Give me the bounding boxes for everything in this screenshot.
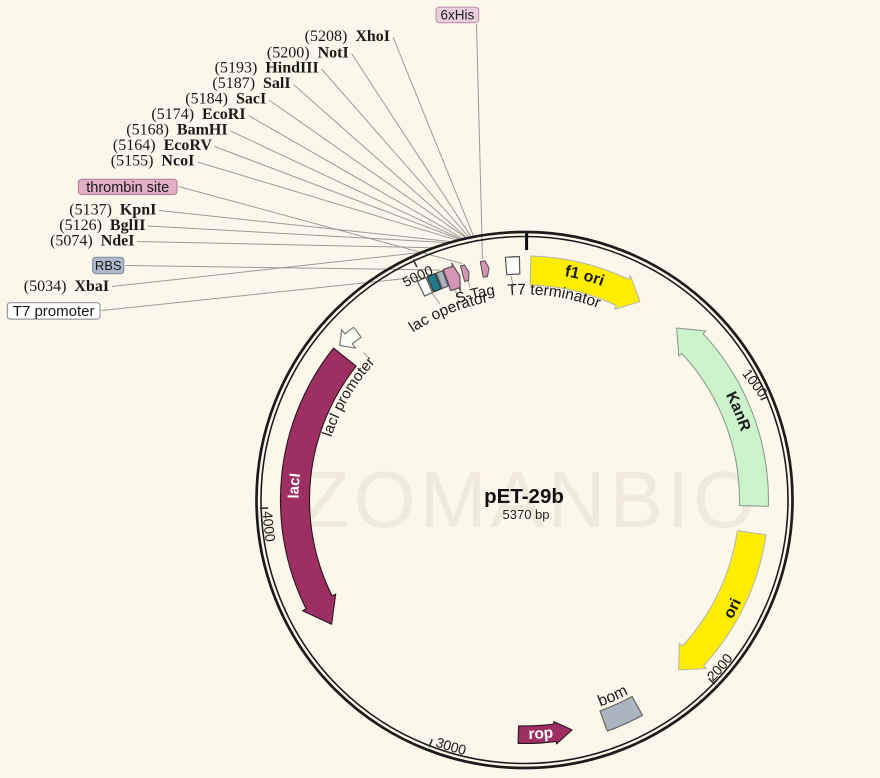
svg-text:RBS: RBS — [95, 258, 122, 273]
svg-text:(5126) BglII: (5126) BglII — [59, 217, 145, 234]
svg-text:(5168) BamHI: (5168) BamHI — [126, 122, 227, 139]
svg-text:(5208) XhoI: (5208) XhoI — [305, 28, 390, 45]
svg-text:rop: rop — [528, 724, 554, 743]
svg-text:(5200) NotI: (5200) NotI — [267, 44, 349, 61]
svg-text:(5155) NcoI: (5155) NcoI — [111, 153, 195, 170]
svg-text:T7 promoter: T7 promoter — [13, 303, 95, 320]
svg-text:ZOMANBIO: ZOMANBIO — [301, 455, 760, 544]
svg-text:thrombin site: thrombin site — [86, 180, 169, 196]
svg-text:(5137) KpnI: (5137) KpnI — [69, 202, 156, 219]
svg-text:(5184) SacI: (5184) SacI — [185, 91, 266, 108]
svg-text:(5034) XbaI: (5034) XbaI — [24, 278, 109, 295]
svg-text:(5187) SalI: (5187) SalI — [212, 75, 290, 92]
svg-text:6xHis: 6xHis — [441, 8, 475, 23]
svg-text:(5074) NdeI: (5074) NdeI — [50, 233, 134, 250]
svg-text:(5174) EcoRI: (5174) EcoRI — [151, 106, 245, 123]
svg-text:(5164) EcoRV: (5164) EcoRV — [113, 137, 212, 154]
svg-text:5370 bp: 5370 bp — [503, 507, 550, 522]
svg-text:4000: 4000 — [260, 511, 279, 543]
svg-text:lacI: lacI — [285, 472, 304, 498]
svg-text:pET-29b: pET-29b — [484, 485, 564, 508]
svg-text:(5193) HindIII: (5193) HindIII — [215, 60, 319, 77]
